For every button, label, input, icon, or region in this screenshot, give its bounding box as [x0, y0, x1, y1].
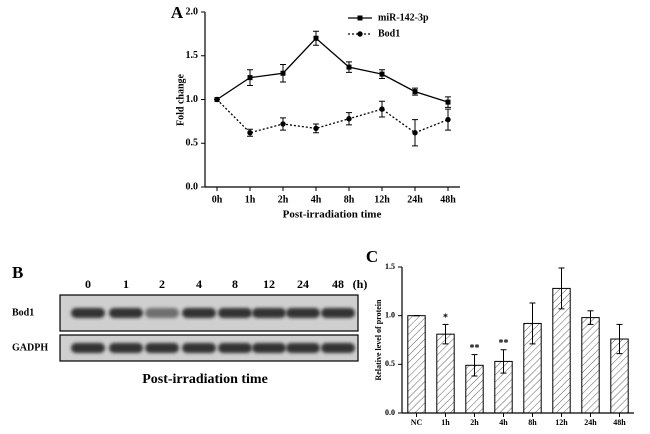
series-line: [216, 99, 449, 134]
y-axis-title: Fold change: [175, 73, 186, 126]
error-bar: [529, 302, 536, 345]
x-tick-label: 8h: [528, 418, 537, 427]
band: [182, 343, 216, 353]
x-tick-label: 12h: [555, 418, 568, 427]
band: [145, 308, 179, 318]
x-tick-label: 24h: [407, 194, 423, 205]
bar: [436, 333, 455, 414]
band: [71, 343, 105, 353]
band: [109, 308, 143, 318]
y-tick-label: 1.5: [186, 50, 199, 61]
band: [218, 308, 252, 318]
band: [109, 343, 143, 353]
band: [182, 308, 216, 318]
band: [252, 343, 286, 353]
panel-label: B: [12, 263, 23, 282]
x-tick-label: 8h: [344, 194, 355, 205]
x-tick-label: 12h: [374, 194, 390, 205]
significance-label: **: [499, 338, 509, 349]
panel-label: C: [366, 247, 378, 266]
band: [71, 308, 105, 318]
x-tick-label: 4h: [499, 418, 508, 427]
bar: [581, 317, 600, 414]
y-tick-label: 1.0: [385, 310, 395, 319]
band: [321, 308, 355, 318]
y-tick-label: 0.5: [186, 138, 199, 149]
band: [252, 308, 286, 318]
lane-label: 12: [263, 277, 275, 291]
y-tick-label: 2.0: [186, 6, 199, 17]
y-tick-label: 0.0: [186, 181, 199, 192]
y-tick-label: 0.0: [385, 408, 395, 417]
x-axis-title: Post-irradiation time: [283, 209, 382, 221]
x-tick-label: 4h: [311, 194, 322, 205]
x-tick-label: 1h: [441, 418, 450, 427]
lane-label: 2: [159, 277, 165, 291]
error-bar: [442, 323, 449, 345]
legend-label: Bod1: [378, 28, 400, 39]
legend-marker: [357, 31, 363, 37]
legend-marker: [357, 15, 363, 21]
lane-label: 0: [85, 277, 91, 291]
band: [286, 343, 320, 353]
marker: [346, 116, 352, 122]
marker: [445, 99, 451, 105]
band: [218, 343, 252, 353]
marker: [445, 116, 451, 123]
marker: [247, 130, 253, 136]
marker: [412, 130, 418, 136]
x-tick-label: 0h: [212, 194, 223, 205]
bar: [407, 315, 426, 414]
error-bar: [558, 267, 565, 310]
lane-label: 8: [232, 277, 238, 291]
x-tick-label: 1h: [245, 194, 256, 205]
error-bar: [471, 354, 478, 377]
lane-label: 4: [196, 277, 202, 291]
significance-label: *: [443, 313, 448, 324]
x-axis-title: Post-irradiation time: [142, 372, 268, 387]
marker: [412, 89, 418, 95]
x-tick-label: 24h: [584, 418, 597, 427]
row-label: Bod1: [12, 307, 34, 318]
panel-label: A: [171, 3, 184, 22]
x-tick-label: NC: [411, 418, 423, 427]
series-line: [216, 37, 449, 103]
x-tick-label: 48h: [613, 418, 626, 427]
error-bar: [587, 310, 594, 325]
error-bar: [500, 349, 507, 374]
y-tick-label: 1.5: [385, 262, 395, 271]
y-tick-label: 0.5: [385, 359, 395, 368]
marker: [280, 121, 286, 127]
legend-label: miR-142-3p: [378, 12, 429, 23]
lane-label: 1: [123, 277, 129, 291]
marker: [280, 70, 286, 76]
row-label: GADPH: [12, 342, 48, 353]
marker: [346, 64, 352, 70]
marker: [379, 71, 385, 77]
band: [286, 308, 320, 318]
band: [145, 343, 179, 353]
marker: [313, 125, 319, 132]
lane-label: 48: [332, 277, 344, 291]
x-tick-label: 2h: [278, 194, 289, 205]
marker: [214, 96, 220, 103]
error-bar: [616, 323, 623, 355]
marker: [313, 35, 319, 41]
marker: [379, 106, 385, 112]
y-axis-title: Relative level of protein: [374, 299, 383, 380]
significance-label: **: [470, 343, 480, 354]
band: [321, 343, 355, 353]
y-tick-label: 1.0: [186, 94, 199, 105]
lane-label: 24: [297, 277, 309, 291]
x-tick-label: 48h: [440, 194, 456, 205]
unit-label: (h): [353, 277, 368, 291]
x-tick-label: 2h: [470, 418, 479, 427]
marker: [247, 75, 253, 81]
